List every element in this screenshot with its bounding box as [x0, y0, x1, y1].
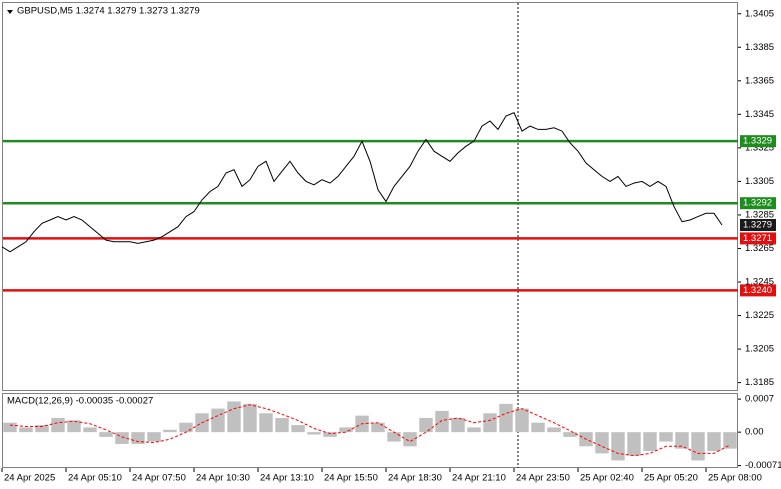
histogram-bar [291, 425, 305, 433]
price-panel-frame [2, 2, 738, 391]
histogram-bar [339, 427, 353, 433]
y-tick-label: 1.3225 [745, 310, 774, 321]
y-tick-label: 1.3285 [745, 209, 774, 220]
level-label-box [740, 232, 776, 245]
histogram-bar [179, 422, 193, 433]
x-tick-label: 25 Apr 05:20 [644, 473, 698, 484]
y-tick-label: 1.3245 [745, 277, 774, 288]
y-tick-label: 1.3345 [745, 109, 774, 120]
x-tick-label: 24 Apr 13:10 [260, 473, 314, 484]
macd-panel: 0.0007 0.00 -0.00071 [3, 394, 781, 471]
level-label: 1.3292 [743, 198, 772, 209]
histogram-bar [163, 429, 177, 433]
histogram-bar [499, 403, 513, 433]
x-tick-label: 25 Apr 02:40 [580, 473, 634, 484]
level-label: 1.3329 [743, 136, 772, 147]
histogram-bar [387, 432, 401, 442]
histogram-bar [99, 432, 113, 437]
y-tick-label: 1.3205 [745, 344, 774, 355]
level-label: 1.3240 [743, 285, 772, 296]
histogram-bar [19, 427, 33, 433]
y-tick-label: 1.3305 [745, 176, 774, 187]
histogram-bar [307, 432, 321, 435]
histogram-bar [323, 432, 337, 437]
histogram-bar [707, 432, 721, 452]
y-tick-label: -0.00071 [745, 460, 781, 471]
histogram-bar [35, 425, 49, 433]
x-tick-label: 24 Apr 23:50 [516, 473, 570, 484]
histogram-bar [83, 427, 97, 433]
price-line [1, 112, 723, 253]
histogram-bar [691, 432, 705, 461]
histogram-bar [211, 408, 225, 433]
x-tick-label: 25 Apr 08:00 [708, 473, 762, 484]
y-tick-label: 0.0007 [745, 394, 774, 405]
price-panel: 1.3405 1.3385 1.3365 1.3345 1.3325 1.3305 1.32… [1, 8, 776, 484]
histogram-bar [723, 432, 737, 449]
level-label-box [740, 135, 776, 148]
histogram-bar [147, 432, 161, 442]
histogram-bar [595, 432, 609, 454]
x-tick-label: 24 Apr 21:10 [452, 473, 506, 484]
level-label-box [740, 284, 776, 297]
histogram-bar [115, 432, 129, 444]
histogram-bar [611, 432, 625, 461]
y-tick-label: 1.3405 [745, 8, 774, 19]
y-tick-label: 1.3325 [745, 142, 774, 153]
histogram-bar [563, 432, 577, 437]
macd-panel-frame [2, 393, 738, 468]
macd-title: MACD(12,26,9) -0.00035 -0.00027 [7, 396, 153, 407]
histogram-bar [675, 432, 689, 449]
histogram-bar [227, 401, 241, 433]
histogram-bar [259, 413, 273, 433]
histogram-bar [3, 422, 17, 433]
level-label-box [740, 197, 776, 210]
histogram-bar [627, 432, 641, 456]
y-tick-label: 1.3185 [745, 377, 774, 388]
y-tick-label: 1.3385 [745, 42, 774, 53]
histogram-bar [659, 432, 673, 442]
x-tick-label: 24 Apr 2025 [4, 473, 55, 484]
x-tick-label: 24 Apr 07:50 [132, 473, 186, 484]
level-label: 1.3271 [743, 233, 772, 244]
y-tick-label: 1.3265 [745, 243, 774, 254]
histogram-bar [515, 408, 529, 433]
x-tick-label: 24 Apr 18:30 [388, 473, 442, 484]
histogram-bar [67, 420, 81, 433]
x-tick-label: 24 Apr 05:10 [68, 473, 122, 484]
histogram-bar [435, 410, 449, 433]
chart-title: GBPUSD,M5 1.3274 1.3279 1.3273 1.3279 [17, 6, 200, 17]
histogram-bar [371, 422, 385, 433]
histogram-bar [531, 422, 545, 433]
histogram-bar [243, 403, 257, 433]
last-price-box [740, 219, 776, 232]
y-tick-label: 1.3365 [745, 75, 774, 86]
histogram-bar [131, 432, 145, 444]
histogram-bar [275, 418, 289, 433]
x-tick-label: 24 Apr 10:30 [196, 473, 250, 484]
y-tick-label: 0.00 [745, 427, 764, 438]
histogram-bar [547, 427, 561, 433]
last-price-label: 1.3279 [743, 220, 772, 231]
menu-arrow [7, 10, 13, 14]
histogram-bar [51, 418, 65, 433]
histogram-bar [483, 413, 497, 433]
histogram-bar [403, 432, 417, 447]
histogram-bar [451, 418, 465, 433]
x-tick-label: 24 Apr 15:50 [324, 473, 378, 484]
histogram-bar [467, 427, 481, 433]
histogram-bar [643, 432, 657, 452]
histogram-bar [419, 418, 433, 433]
